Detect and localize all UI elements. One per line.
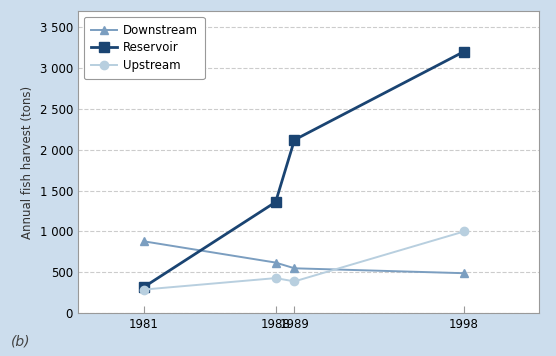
Upstream	[141, 287, 147, 292]
Reservoir	[272, 200, 279, 204]
Text: (b): (b)	[11, 335, 31, 349]
Reservoir	[141, 285, 147, 289]
Reservoir	[291, 138, 298, 142]
Line: Reservoir: Reservoir	[139, 47, 469, 292]
Upstream	[460, 229, 467, 234]
Downstream	[272, 261, 279, 265]
Downstream	[291, 266, 298, 271]
Legend: Downstream, Reservoir, Upstream: Downstream, Reservoir, Upstream	[84, 17, 205, 79]
Line: Upstream: Upstream	[140, 227, 468, 294]
Upstream	[291, 279, 298, 283]
Upstream	[272, 276, 279, 280]
Reservoir	[460, 49, 467, 54]
Y-axis label: Annual fish harvest (tons): Annual fish harvest (tons)	[21, 85, 34, 239]
Line: Downstream: Downstream	[140, 237, 468, 277]
Downstream	[460, 271, 467, 275]
Downstream	[141, 239, 147, 244]
